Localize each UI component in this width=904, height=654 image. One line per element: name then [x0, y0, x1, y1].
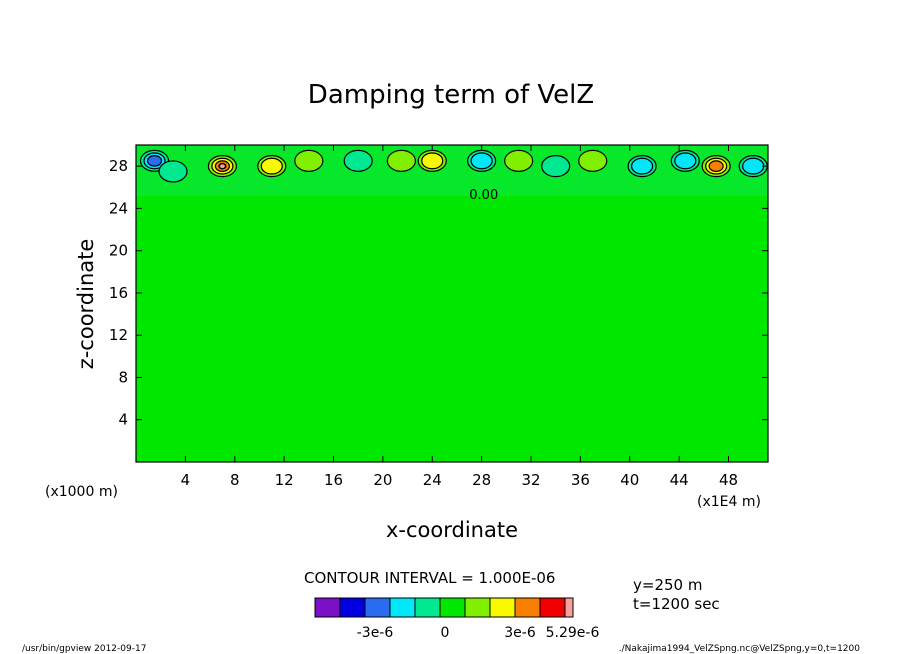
contour-anomaly-10 [541, 155, 571, 178]
zero-level-region [136, 145, 768, 462]
chart-title: Damping term of VelZ [308, 80, 594, 110]
contour-anomaly-13 [674, 152, 697, 170]
contour-anomaly-15 [742, 157, 765, 175]
y-unit-label: (x1000 m) [45, 484, 118, 500]
colorbar-swatch [514, 597, 541, 618]
y-axis: 4 8 12 16 20 24 28 [109, 157, 768, 429]
x-tick-label: 12 [275, 471, 294, 489]
colorbar-swatch [364, 597, 391, 618]
colorbar-swatch [564, 597, 574, 618]
x-tick-label: 32 [521, 471, 540, 489]
colorbar-swatch [489, 597, 516, 618]
x-axis: 4 8 12 16 20 24 28 32 36 40 44 48 [181, 145, 738, 489]
colorbar-label: 3e-6 [504, 625, 536, 641]
colorbar: -3e-6 0 3e-6 5.29e-6 [314, 597, 600, 641]
contour-anomaly-1 [158, 160, 188, 183]
contour-line-label: 0.00 [469, 188, 498, 203]
colorbar-swatch [539, 597, 566, 618]
contour-anomaly-9 [504, 149, 534, 172]
colorbar-swatch [339, 597, 366, 618]
contour-anomaly-5 [343, 149, 373, 172]
contour-anomaly-14 [708, 160, 724, 172]
colorbar-label: -3e-6 [357, 625, 394, 641]
x-unit-label: (x1E4 m) [697, 494, 761, 510]
y-axis-label: z-coordinate [74, 239, 98, 370]
x-tick-label: 16 [324, 471, 343, 489]
y-tick-label: 4 [118, 411, 128, 429]
contour-anomaly-7 [421, 152, 444, 170]
x-tick-label: 24 [423, 471, 442, 489]
y-position-label: y=250 m [633, 576, 702, 594]
colorbar-label: 0 [441, 625, 450, 641]
contour-field: 0.00 [136, 145, 768, 462]
x-tick-label: 44 [670, 471, 689, 489]
y-tick-label: 8 [118, 368, 128, 386]
colorbar-swatch [464, 597, 491, 618]
plot-frame [135, 144, 769, 463]
contour-anomaly-0 [146, 155, 163, 167]
y-tick-label: 28 [109, 157, 128, 175]
x-tick-label: 48 [719, 471, 738, 489]
time-label: t=1200 sec [633, 595, 720, 613]
contour-anomaly-8 [470, 152, 493, 170]
contour-anomaly-2 [218, 163, 227, 170]
colorbar-swatch [389, 597, 416, 618]
colorbar-swatch [314, 597, 341, 618]
contour-anomaly-12 [630, 157, 654, 175]
y-tick-label: 12 [109, 326, 128, 344]
colorbar-swatch [414, 597, 441, 618]
x-tick-label: 40 [620, 471, 639, 489]
x-tick-label: 28 [472, 471, 491, 489]
colorbar-label: 5.29e-6 [546, 625, 600, 641]
footer-left: /usr/bin/gpview 2012-09-17 [22, 644, 146, 654]
damping-layer-band [136, 145, 768, 196]
y-tick-label: 24 [109, 199, 128, 217]
x-tick-label: 36 [571, 471, 590, 489]
x-tick-label: 20 [373, 471, 392, 489]
colorbar-swatch [439, 597, 466, 618]
footer-right: ./Nakajima1994_VelZSpng.nc@VelZSpng,y=0,… [619, 644, 860, 654]
contour-anomaly-3 [260, 157, 283, 175]
contour-anomaly-6 [386, 149, 416, 172]
contour-interval-label: CONTOUR INTERVAL = 1.000E-06 [304, 569, 555, 587]
x-tick-label: 8 [230, 471, 240, 489]
contour-anomaly-4 [294, 149, 324, 172]
y-tick-label: 16 [109, 284, 128, 302]
contour-anomaly-11 [578, 149, 608, 172]
x-axis-label: x-coordinate [386, 518, 518, 542]
x-tick-label: 4 [181, 471, 191, 489]
y-tick-label: 20 [109, 242, 128, 260]
